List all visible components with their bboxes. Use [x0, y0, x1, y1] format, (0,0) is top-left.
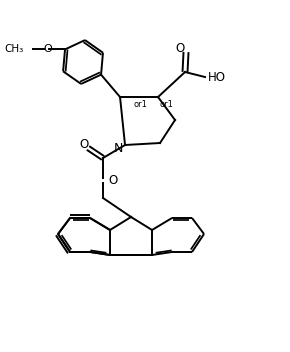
Text: HO: HO — [208, 70, 226, 83]
Text: or1: or1 — [159, 100, 173, 108]
Text: O: O — [79, 138, 89, 151]
Text: N: N — [113, 142, 123, 155]
Text: O: O — [44, 44, 52, 55]
Text: or1: or1 — [133, 100, 147, 108]
Text: O: O — [108, 175, 118, 188]
Text: CH₃: CH₃ — [5, 44, 24, 55]
Text: O: O — [175, 42, 185, 55]
